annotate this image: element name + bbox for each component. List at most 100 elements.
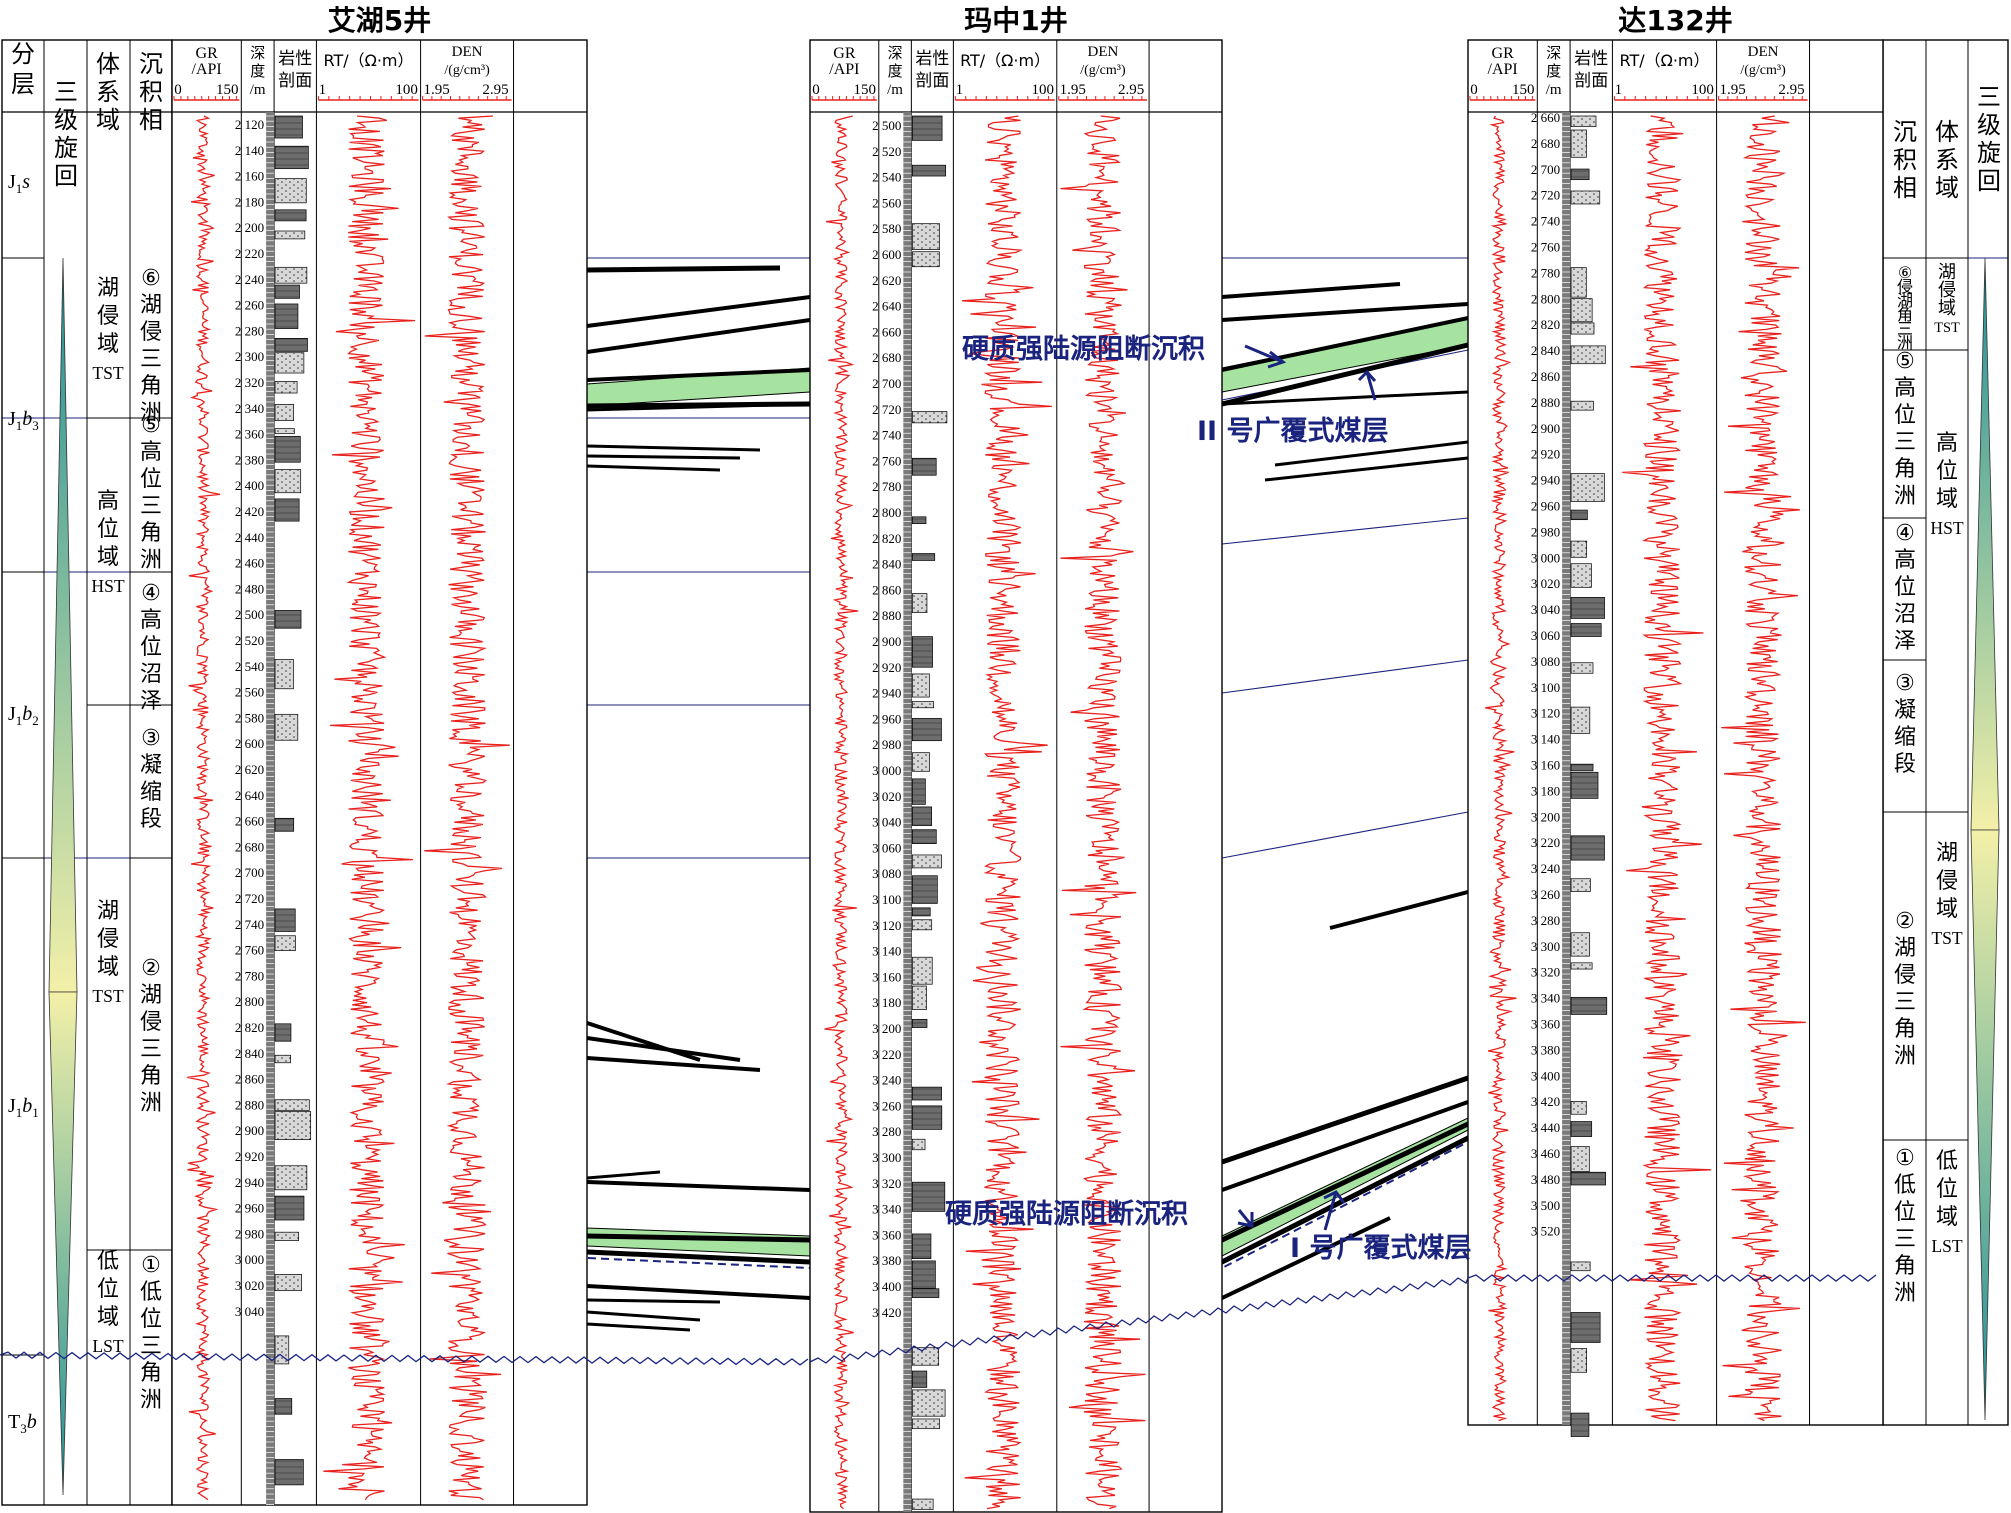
depth-label: 2 920 [872,660,901,675]
left-facies-4-4: 角 [140,1064,162,1089]
lithology-block [912,1498,934,1510]
depth-label: 3 420 [872,1305,901,1320]
right-facies-2-3: 沼 [1894,602,1916,627]
right-header-tract-2: 域 [1935,174,1959,202]
left-facies-5-0: ① [141,1253,161,1278]
lithology-block [1570,706,1591,734]
depth-label: 2 660 [1531,110,1560,125]
depth-label: 2 680 [872,350,901,365]
lithology-block [1570,1312,1601,1343]
gr-curve [824,115,859,1510]
left-facies-5-5: 洲 [140,1388,162,1413]
depth-label: 3 000 [235,1252,264,1267]
depth-label: 3 180 [872,995,901,1010]
depth-label: 3 000 [872,763,901,778]
depth-label: 3 400 [1531,1068,1560,1083]
depth-label: 3 420 [1531,1094,1560,1109]
lithology-block [912,593,928,613]
depth-label: 2 600 [872,247,901,262]
depth-label: 3 120 [1531,706,1560,721]
depth-label: 3 480 [1531,1172,1560,1187]
lithology-block [274,435,301,463]
depth-label: 3 400 [872,1279,901,1294]
depth-header-0: 深 [1546,44,1561,62]
left-tract-0-1: 侵 [97,304,119,329]
arrow-coal-ii [1357,369,1377,401]
depth-label: 2 420 [235,504,264,519]
depth-label: 2 960 [1531,499,1560,514]
depth-label: 2 800 [872,505,901,520]
depth-label: 2 640 [235,788,264,803]
depth-label: 2 380 [235,452,264,467]
rt-curve [323,115,416,1501]
rt-header: RT/（Ω·m） [1619,51,1709,70]
depth-label: 3 040 [1531,602,1560,617]
left-tract-0-2: 域 [97,332,119,357]
left-facies-0-2: 侵 [140,320,162,345]
gr-header: GR [1492,45,1515,62]
left-facies-2-2: 位 [140,635,162,660]
lith-header-0: 岩性 [278,49,312,69]
depth-label: 3 380 [1531,1042,1560,1057]
right-facies-0-5: 洲 [1897,333,1913,352]
lithology-block [912,1233,932,1259]
rt-curve [962,115,1052,1510]
right-header-tract-0: 体 [1935,118,1959,146]
depth-label: 2 440 [235,530,264,545]
lithology-block [1570,597,1605,619]
depth-label: 3 360 [1531,1017,1560,1032]
left-tract-1-1: 位 [97,517,119,542]
lithology-block [274,1231,299,1241]
depth-label: 3 140 [1531,732,1560,747]
header-cycle-0: 三 [54,78,78,106]
lithology-block [912,701,934,709]
depth-scale-strip [1562,112,1571,1425]
right-tract-1-0: 高 [1936,431,1958,456]
rt-scale-max: 100 [395,82,418,98]
coal-seam-13 [1274,440,1469,467]
well-name-0: 艾湖5井 [328,4,431,37]
depth-label: 3 080 [1531,654,1560,669]
depth-label: 2 940 [872,686,901,701]
arrow-barrier-upper [1244,344,1287,369]
cycle-rising-wedge [48,257,78,993]
lithology-block [274,908,296,932]
depth-label: 3 180 [1531,783,1560,798]
depth-label: 2 160 [235,169,264,184]
right-facies-4-3: 三 [1894,990,1916,1015]
depth-label: 3 520 [1531,1224,1560,1239]
lithology-block [1570,345,1606,365]
rt-scale-max: 100 [1691,82,1714,98]
right-facies-2-1: 高 [1894,548,1916,573]
lithology-block [912,919,933,931]
right-facies-2-4: 泽 [1894,629,1916,654]
right-facies-3-3: 段 [1894,752,1916,777]
left-tract-3-1: 位 [97,1277,119,1302]
right-facies-4-5: 洲 [1894,1044,1916,1069]
lithology-block [1570,1121,1593,1137]
depth-label: 2 400 [235,478,264,493]
right-facies-1-5: 洲 [1894,484,1916,509]
depth-label: 2 300 [235,349,264,364]
lithology-block [1570,1261,1591,1272]
left-tract-0-0: 湖 [97,276,119,301]
depth-label: 2 260 [235,298,264,313]
lithology-block [1570,932,1591,957]
depth-label: 2 360 [235,427,264,442]
gr-header: GR [833,45,856,62]
depth-header-2: /m [250,82,266,98]
depth-label: 2 880 [235,1097,264,1112]
left-facies-1-4: 角 [140,521,162,546]
left-facies-2-4: 泽 [140,689,162,714]
lithology-block [1570,190,1601,205]
right-tract-3-2: 域 [1936,1205,1958,1230]
depth-label: 2 900 [1531,421,1560,436]
depth-label: 2 700 [872,376,901,391]
den-scale-max: 2.95 [1778,82,1804,98]
right-facies-5-0: ① [1895,1146,1915,1171]
lith-header-1: 剖面 [915,71,949,91]
left-facies-0-4: 角 [140,374,162,399]
right-tract-2-0: 湖 [1936,841,1958,866]
